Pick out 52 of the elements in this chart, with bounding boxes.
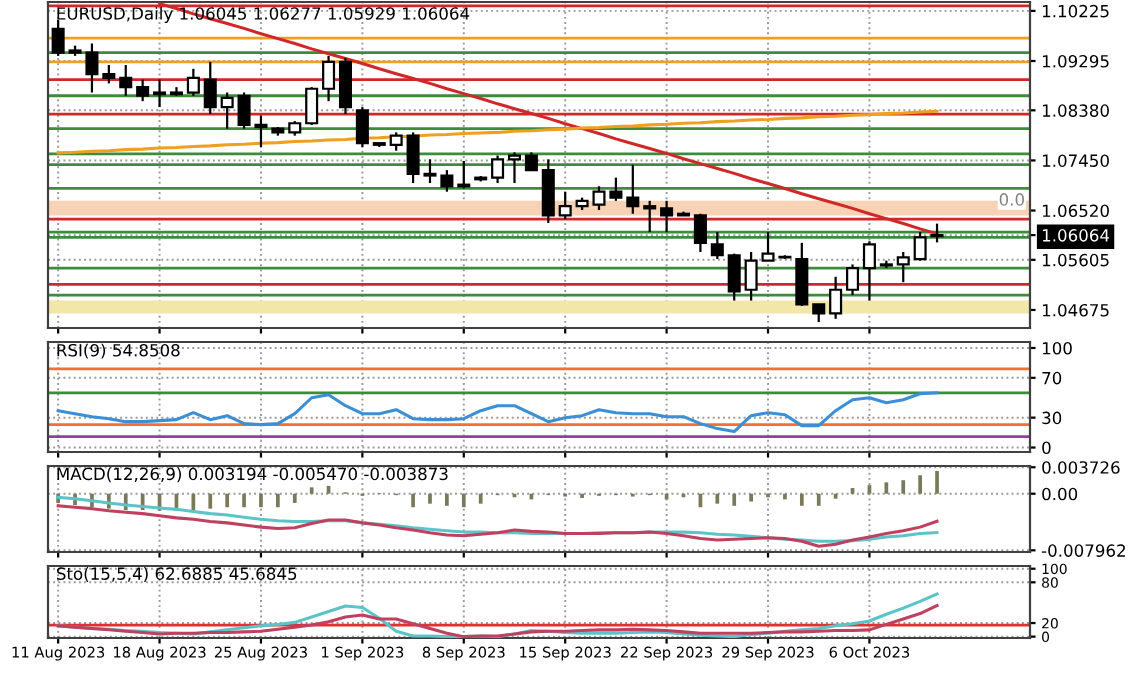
candlestick xyxy=(153,78,167,109)
y-tick-label: 1.08380 xyxy=(1042,104,1109,117)
y-tick-label: 70 xyxy=(1042,371,1062,385)
candlestick xyxy=(829,275,843,320)
candlestick xyxy=(136,78,150,103)
candlestick xyxy=(507,151,522,185)
candlestick xyxy=(355,105,369,149)
candlestick xyxy=(846,263,860,297)
y-tick-label: 1.05605 xyxy=(1042,253,1109,267)
y-tick-label: -0.007962 xyxy=(1041,544,1125,557)
y-tick-label: 1.06520 xyxy=(1042,204,1109,218)
candlestick xyxy=(930,222,944,244)
line-series xyxy=(56,504,939,548)
candlestick xyxy=(896,250,910,284)
chart-title: Sto(15,5,4) 62.6885 45.6845 xyxy=(56,567,297,582)
candlestick xyxy=(389,131,403,152)
annotation: 0.0 xyxy=(999,193,1024,206)
chart-title: RSI(9) 54.8508 xyxy=(57,343,180,359)
y-tick-label: 0.00 xyxy=(1042,487,1078,501)
candlestick xyxy=(203,60,217,116)
candlestick xyxy=(693,212,707,254)
y-tick-label: 1.06064 xyxy=(1042,229,1110,242)
candlestick xyxy=(186,67,200,97)
chart-title: MACD(12,26,9) 0.003194 -0.005470 -0.003873 xyxy=(57,467,448,483)
y-tick-label: 1.09295 xyxy=(1042,54,1109,68)
y-tick-label: 30 xyxy=(1042,411,1062,425)
candlestick xyxy=(322,54,336,103)
y-tick-label: 100 xyxy=(1042,341,1072,355)
y-tick-label: 0 xyxy=(1042,441,1051,455)
candlestick xyxy=(102,63,116,85)
candlestick xyxy=(795,241,809,308)
candlestick xyxy=(643,199,657,234)
y-tick-label: 1.04675 xyxy=(1042,303,1109,317)
line-series xyxy=(56,391,939,434)
candlestick xyxy=(862,240,876,302)
candlestick xyxy=(744,250,758,302)
candlestick xyxy=(727,252,741,302)
candlestick xyxy=(626,163,640,215)
candlestick xyxy=(338,56,352,116)
candlestick xyxy=(119,63,133,97)
candlestick xyxy=(305,86,319,126)
line-series xyxy=(56,604,939,638)
candlestick xyxy=(710,230,724,261)
y-tick-label: 1.07450 xyxy=(1042,154,1109,167)
candlestick xyxy=(220,91,234,130)
y-tick-label: 0.003726 xyxy=(1042,461,1120,474)
candlestick xyxy=(541,158,555,225)
candlestick xyxy=(558,190,572,221)
candlestick xyxy=(660,199,674,234)
candlestick xyxy=(491,154,505,185)
y-tick-label: 1.10225 xyxy=(1042,4,1109,18)
candlestick xyxy=(913,230,927,262)
